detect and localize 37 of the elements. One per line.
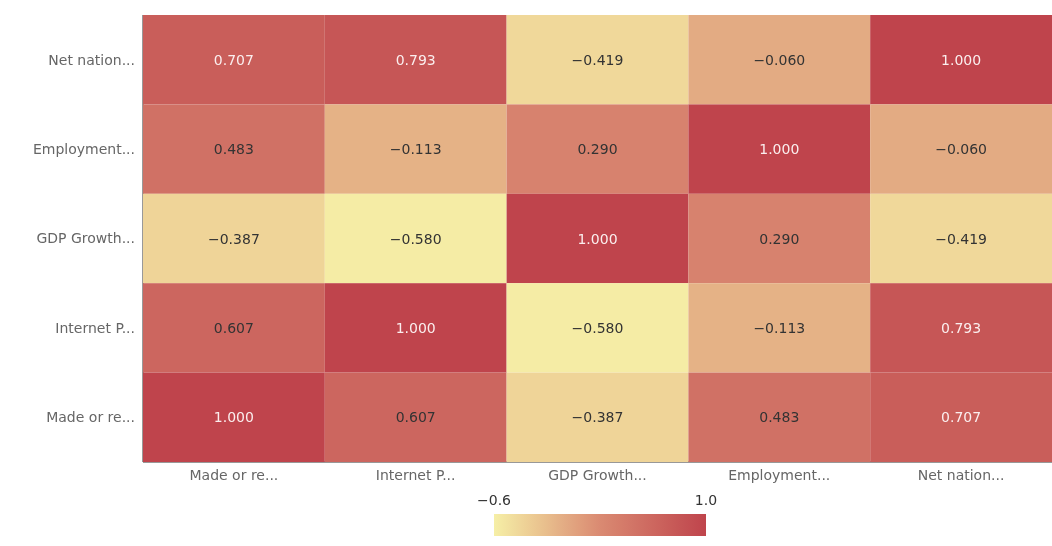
- data-label: 0.793: [395, 51, 436, 68]
- data-label: −0.387: [571, 409, 624, 426]
- data-label: −0.580: [389, 230, 442, 247]
- data-label: 0.707: [213, 51, 254, 68]
- data-label: −0.580: [571, 319, 624, 336]
- data-label: 0.607: [213, 319, 254, 336]
- data-label: 1.000: [759, 141, 800, 158]
- data-label: −0.060: [935, 141, 988, 158]
- data-label: 0.290: [759, 230, 800, 247]
- x-tick-label: Net nation...: [917, 466, 1005, 483]
- y-tick-label: Internet P...: [55, 319, 135, 336]
- data-label: 1.000: [395, 319, 436, 336]
- x-tick-label: GDP Growth...: [548, 466, 647, 483]
- y-tick-label: Made or re...: [46, 409, 135, 426]
- data-label: −0.060: [753, 51, 806, 68]
- data-label: 0.483: [759, 409, 800, 426]
- data-label: 0.290: [577, 141, 618, 158]
- data-label: 1.000: [213, 409, 254, 426]
- y-tick-label: Employment...: [32, 141, 135, 158]
- data-label: 1.000: [941, 51, 982, 68]
- data-label: −0.419: [571, 51, 624, 68]
- data-label: −0.113: [389, 141, 442, 158]
- data-label: 0.707: [941, 409, 982, 426]
- color-bar-label: −0.6: [476, 492, 512, 508]
- color-bar-label: 1.0: [693, 492, 719, 508]
- y-tick-label: GDP Growth...: [36, 230, 135, 247]
- data-label: 1.000: [577, 230, 618, 247]
- data-label: −0.387: [207, 230, 260, 247]
- data-label: −0.419: [935, 230, 988, 247]
- x-tick-label: Employment...: [728, 466, 831, 483]
- data-label: −0.113: [753, 319, 806, 336]
- x-tick-label: Internet P...: [375, 466, 456, 483]
- x-tick-label: Made or re...: [189, 466, 279, 483]
- data-label: 0.483: [213, 141, 254, 158]
- y-tick-label: Net nation...: [48, 51, 135, 68]
- data-label: 0.793: [941, 319, 982, 336]
- data-label: 0.607: [395, 409, 436, 426]
